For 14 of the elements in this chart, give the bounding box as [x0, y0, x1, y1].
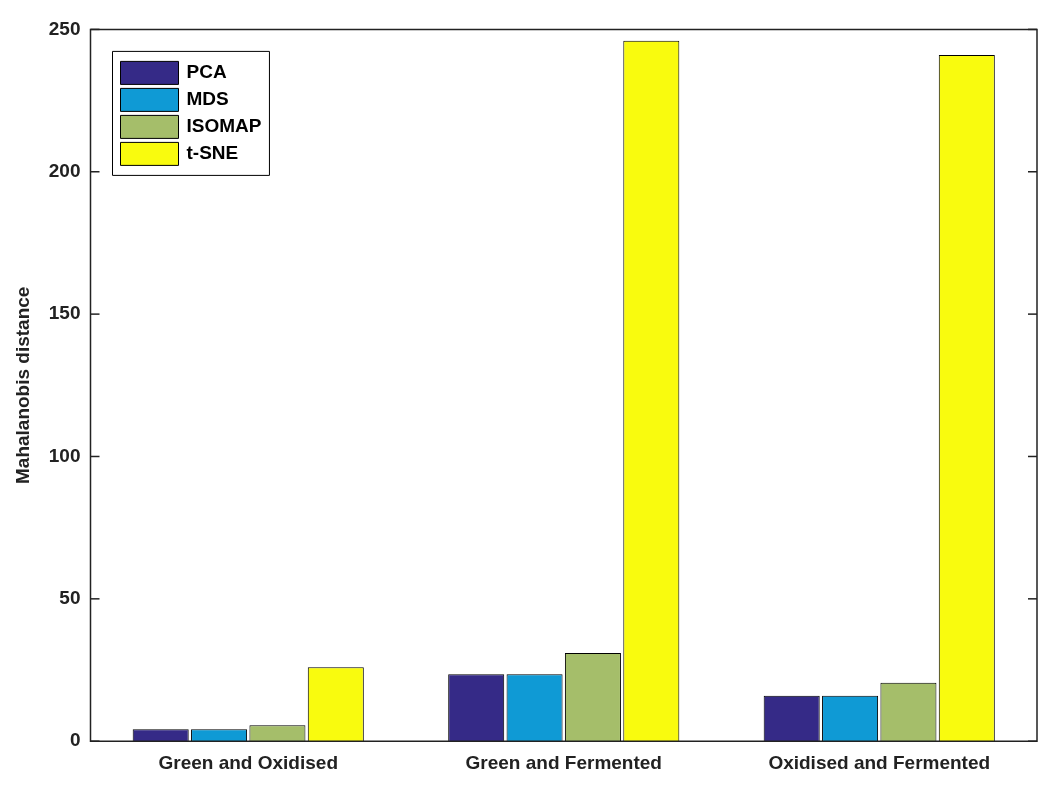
y-tick-label: 0 [69, 729, 81, 751]
y-tick-label: 150 [48, 302, 81, 324]
legend-label: PCA [186, 61, 227, 83]
y-tick-label: 100 [48, 444, 81, 466]
x-tick-label: Oxidised and Fermented [768, 751, 991, 773]
y-tick-label: 50 [59, 587, 81, 609]
y-axis-title: Mahalanobis distance [11, 286, 33, 485]
legend-label: t-SNE [186, 142, 239, 164]
y-tick-label: 250 [48, 17, 81, 39]
x-tick-label: Green and Fermented [465, 751, 662, 773]
x-tick-label: Green and Oxidised [158, 751, 338, 773]
y-tick-label: 200 [48, 159, 81, 181]
legend-label: MDS [186, 88, 229, 110]
legend-label: ISOMAP [186, 115, 262, 137]
